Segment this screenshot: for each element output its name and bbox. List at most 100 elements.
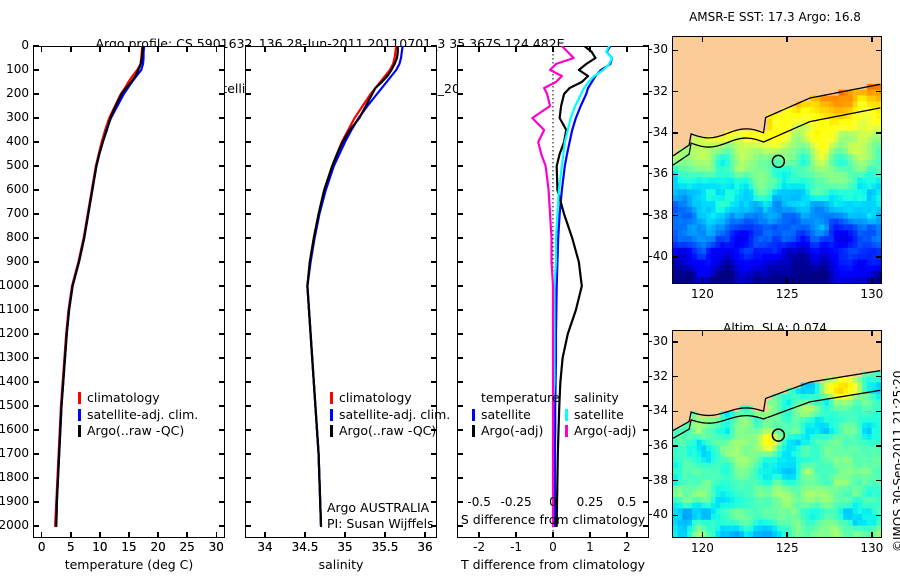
salinity-top-tick-label: 35: [337, 540, 353, 554]
legend-label: climatology: [87, 390, 160, 405]
y-tick: [245, 405, 251, 407]
y-tick: [245, 93, 251, 95]
map-y-tick: [876, 215, 882, 217]
legend-row: Argo(..raw -QC): [78, 423, 198, 440]
depth-tick-label: 1400: [0, 374, 29, 388]
y-tick: [245, 69, 251, 71]
map-y-tick: [672, 256, 678, 258]
x-tick: [215, 532, 217, 538]
legend-color-swatch: [78, 408, 81, 421]
y-tick: [643, 69, 649, 71]
temperature-tick-label: 5: [66, 540, 75, 554]
y-tick: [219, 477, 225, 479]
depth-tick-label: 1100: [0, 302, 29, 316]
y-tick: [643, 45, 649, 47]
y-tick: [219, 141, 225, 143]
sst-map-title: AMSR-E SST: 17.3 Argo: 16.8: [689, 10, 861, 24]
s-difference-tick-label: -0.25: [500, 495, 532, 509]
s-difference-tick-label: 0.5: [617, 495, 637, 509]
y-tick: [643, 117, 649, 119]
sst-map-lat-label: -38: [648, 207, 668, 222]
salinity-axis-title: salinity: [318, 557, 364, 572]
y-tick: [643, 357, 649, 359]
y-tick: [457, 429, 463, 431]
y-tick: [33, 309, 39, 311]
y-tick: [33, 141, 39, 143]
y-tick: [431, 165, 437, 167]
legend-row: satellite: [472, 407, 560, 424]
y-tick: [431, 525, 437, 527]
salinity-profile-panel[interactable]: [245, 46, 437, 538]
y-tick: [457, 261, 463, 263]
temperature-profile-panel[interactable]: [33, 46, 225, 538]
y-tick: [33, 405, 39, 407]
map-y-tick: [672, 410, 678, 413]
y-tick: [643, 93, 649, 95]
legend-label: Argo(-adj): [481, 423, 544, 438]
legend-row: Argo(-adj): [472, 423, 560, 440]
y-tick: [33, 381, 39, 383]
legend-row: satellite-adj. clim.: [78, 407, 198, 424]
x-tick: [515, 46, 517, 52]
t-difference-tick-label: 1: [586, 540, 594, 554]
y-tick: [643, 309, 649, 311]
x-tick: [344, 46, 346, 52]
y-tick: [643, 525, 649, 527]
y-tick: [33, 429, 39, 431]
t-difference-tick-label: 2: [623, 540, 631, 554]
y-tick: [33, 501, 39, 503]
x-tick: [384, 46, 386, 52]
legend-color-swatch: [78, 392, 81, 405]
depth-tick-label: 400: [6, 134, 29, 148]
y-tick: [643, 261, 649, 263]
map-y-tick: [876, 256, 882, 258]
map-y-tick: [672, 173, 678, 176]
y-tick: [431, 357, 437, 359]
legend-header: salinity: [574, 390, 619, 405]
y-tick: [643, 429, 649, 431]
sla-map-lon-label: 130: [860, 541, 884, 555]
s-difference-tick-label: 0.25: [576, 495, 604, 509]
y-tick: [33, 453, 39, 455]
sla-map-lat-label: -34: [648, 403, 668, 418]
legend-label: Argo(-adj): [574, 423, 637, 438]
map-y-tick: [672, 376, 678, 378]
salinity-tick-label: 34: [257, 540, 273, 554]
map-y-tick: [672, 49, 678, 52]
x-tick: [478, 532, 480, 538]
y-tick: [457, 405, 463, 407]
map-y-tick: [672, 215, 678, 217]
y-tick: [219, 69, 225, 71]
s-difference-tick-label: -0.5: [467, 495, 491, 509]
sla-map-image: [673, 331, 881, 537]
temperature-tick-label: 15: [121, 540, 137, 554]
map-y-tick: [876, 132, 882, 134]
y-tick: [33, 525, 39, 527]
salinity-tick-label: 35: [337, 540, 353, 554]
depth-tick-label: 800: [6, 230, 29, 244]
y-tick: [457, 165, 463, 167]
x-tick: [70, 532, 72, 538]
temperature-legend: climatology satellite-adj. clim. Argo(..ra…: [78, 390, 198, 440]
y-tick: [219, 261, 225, 263]
x-tick: [157, 46, 159, 52]
x-tick: [515, 532, 517, 538]
x-tick: [128, 532, 130, 538]
depth-tick-label: 700: [6, 206, 29, 220]
t-difference-tick-label: 0: [549, 540, 557, 554]
y-tick: [457, 453, 463, 455]
y-tick: [33, 237, 39, 239]
x-tick: [384, 532, 386, 538]
map-x-tick: [871, 36, 873, 42]
y-tick: [457, 69, 463, 71]
y-tick: [431, 69, 437, 71]
legend-color-swatch: [78, 425, 81, 438]
map-y-tick: [876, 376, 882, 378]
salinity-difference-axis-title: S difference from climatology: [460, 512, 646, 527]
salinity-tick-label: 36: [417, 540, 433, 554]
y-tick: [245, 285, 251, 287]
y-tick: [219, 165, 225, 167]
y-tick: [643, 453, 649, 455]
y-tick: [245, 141, 251, 143]
y-tick: [457, 285, 463, 287]
